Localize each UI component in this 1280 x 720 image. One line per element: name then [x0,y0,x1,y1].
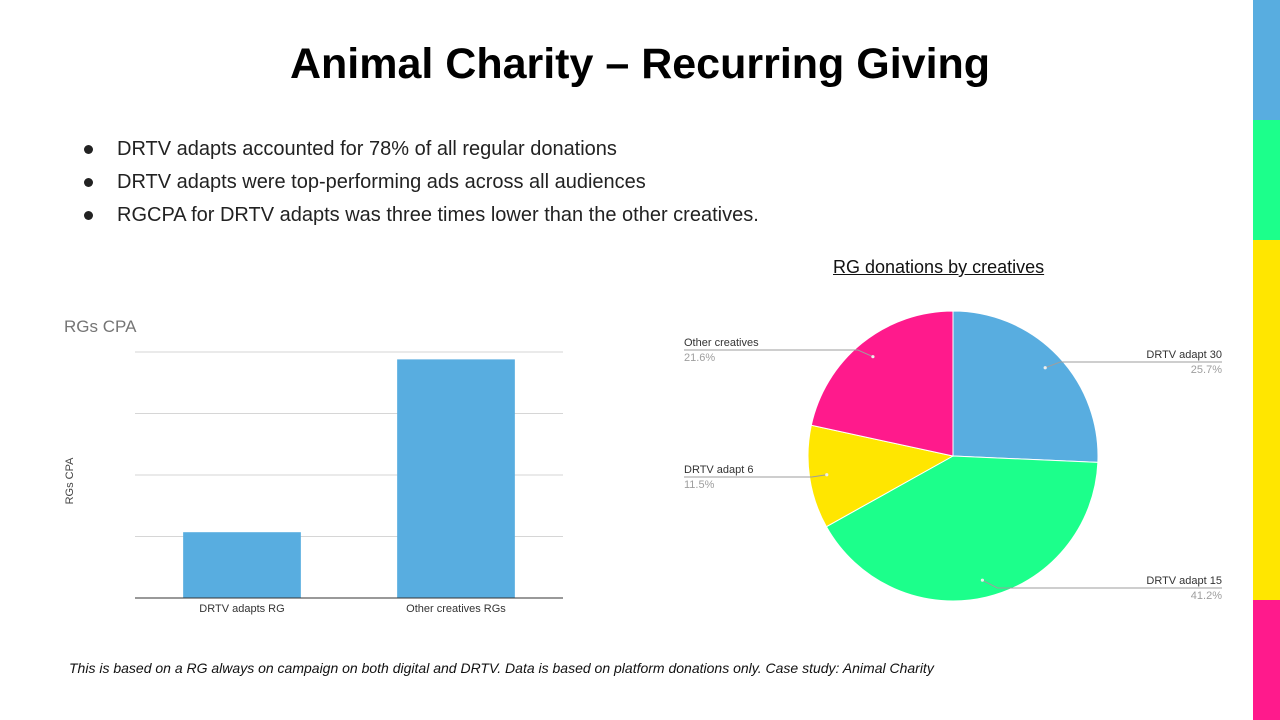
pie-leader-line [684,474,827,478]
bar-category-label: Other creatives RGs [406,603,506,615]
bullet-text: RGCPA for DRTV adapts was three times lo… [117,204,759,226]
bullet-text: DRTV adapts accounted for 78% of all reg… [117,138,617,160]
pie-leader-dot [1043,366,1047,370]
pie-label-other-creatives: Other creatives [684,337,759,349]
bullet-dot-icon [84,178,93,187]
pie-leader-line [982,579,1222,589]
slide-title: Animal Charity – Recurring Giving [289,40,991,88]
bar-drtv-adapts-rg [183,532,301,598]
pie-leader-dot [871,355,875,359]
bullet-text: DRTV adapts were top-performing ads acro… [117,171,646,193]
bullet-item: RGCPA for DRTV adapts was three times lo… [84,202,759,235]
pie-label-drtv-adapt-15: DRTV adapt 15 [1146,575,1222,587]
side-stripe-blue [1253,0,1280,120]
pie-label-drtv-adapt-6: DRTV adapt 6 [684,464,754,476]
pie-leader-line [1045,361,1222,369]
pie-chart-heading: RG donations by creatives [833,257,1045,277]
pie-slice-drtv-adapt-30 [952,310,1099,463]
pie-slice-other-creatives [810,310,954,457]
rgs-cpa-bar-chart: RGs CPA RGs CPA DRTV adapts RG Other creati… [64,317,563,615]
pie-pct-drtv-adapt-6: 11.5% [684,479,715,491]
bar-category-label: DRTV adapts RG [199,603,284,615]
pie-leader-line [684,349,874,358]
pie-leader-dot [980,578,984,582]
side-stripe-green [1253,120,1280,240]
bullet-item: DRTV adapts accounted for 78% of all reg… [84,136,759,169]
bar-chart-title: RGs CPA [64,317,137,336]
pie-pct-other-creatives: 21.6% [684,352,715,364]
pie-leader-dot [825,473,829,477]
bullet-dot-icon [84,145,93,154]
rg-donations-pie-chart: DRTV adapt 30 25.7% DRTV adapt 15 41.2% DRTV… [684,310,1222,602]
bullet-item: DRTV adapts were top-performing ads acro… [84,169,759,202]
pie-slice-drtv-adapt-15 [825,455,1099,602]
bullet-dot-icon [84,211,93,220]
bullet-list: DRTV adapts accounted for 78% of all reg… [84,136,759,235]
pie-pct-drtv-adapt-15: 41.2% [1191,590,1222,602]
pie-label-drtv-adapt-30: DRTV adapt 30 [1146,349,1222,361]
side-stripe-pink [1253,600,1280,720]
pie-pct-drtv-adapt-30: 25.7% [1191,364,1222,376]
footnote: This is based on a RG always on campaign… [69,660,934,676]
bar-chart-ylabel: RGs CPA [64,457,76,505]
side-stripe-yellow [1253,240,1280,600]
bar-other-creatives-rgs [397,359,515,598]
